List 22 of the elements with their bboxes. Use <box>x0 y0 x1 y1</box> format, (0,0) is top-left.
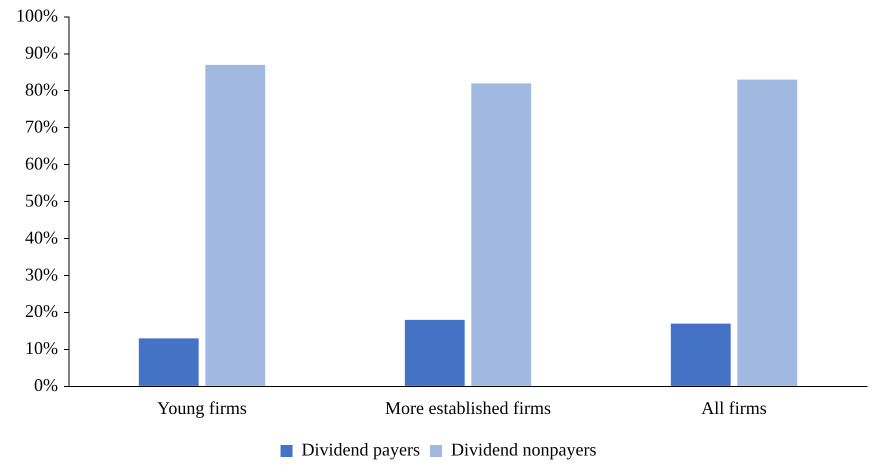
y-tick-label: 50% <box>24 190 58 210</box>
legend-label: Dividend payers <box>302 440 420 460</box>
y-tick-label: 60% <box>24 153 58 174</box>
bar <box>404 320 465 386</box>
x-tick-label: More established firms <box>385 398 551 418</box>
x-tick-label: Young firms <box>157 398 247 418</box>
y-tick-label: 30% <box>24 264 58 284</box>
bar <box>205 64 266 386</box>
bar <box>471 83 532 386</box>
y-tick-label: 70% <box>24 116 58 136</box>
y-tick-label: 90% <box>24 42 58 62</box>
y-tick-label: 10% <box>24 338 58 358</box>
y-tick-label: 40% <box>24 227 58 248</box>
bar <box>670 324 731 386</box>
bar <box>138 338 199 386</box>
bar <box>737 80 798 386</box>
y-tick-label: 80% <box>24 79 58 100</box>
y-tick-label: 0% <box>34 375 58 396</box>
y-tick-label: 20% <box>24 301 58 322</box>
legend-label: Dividend nonpayers <box>451 440 596 460</box>
x-tick-label: All firms <box>701 398 767 418</box>
y-tick-label: 100% <box>16 6 58 26</box>
